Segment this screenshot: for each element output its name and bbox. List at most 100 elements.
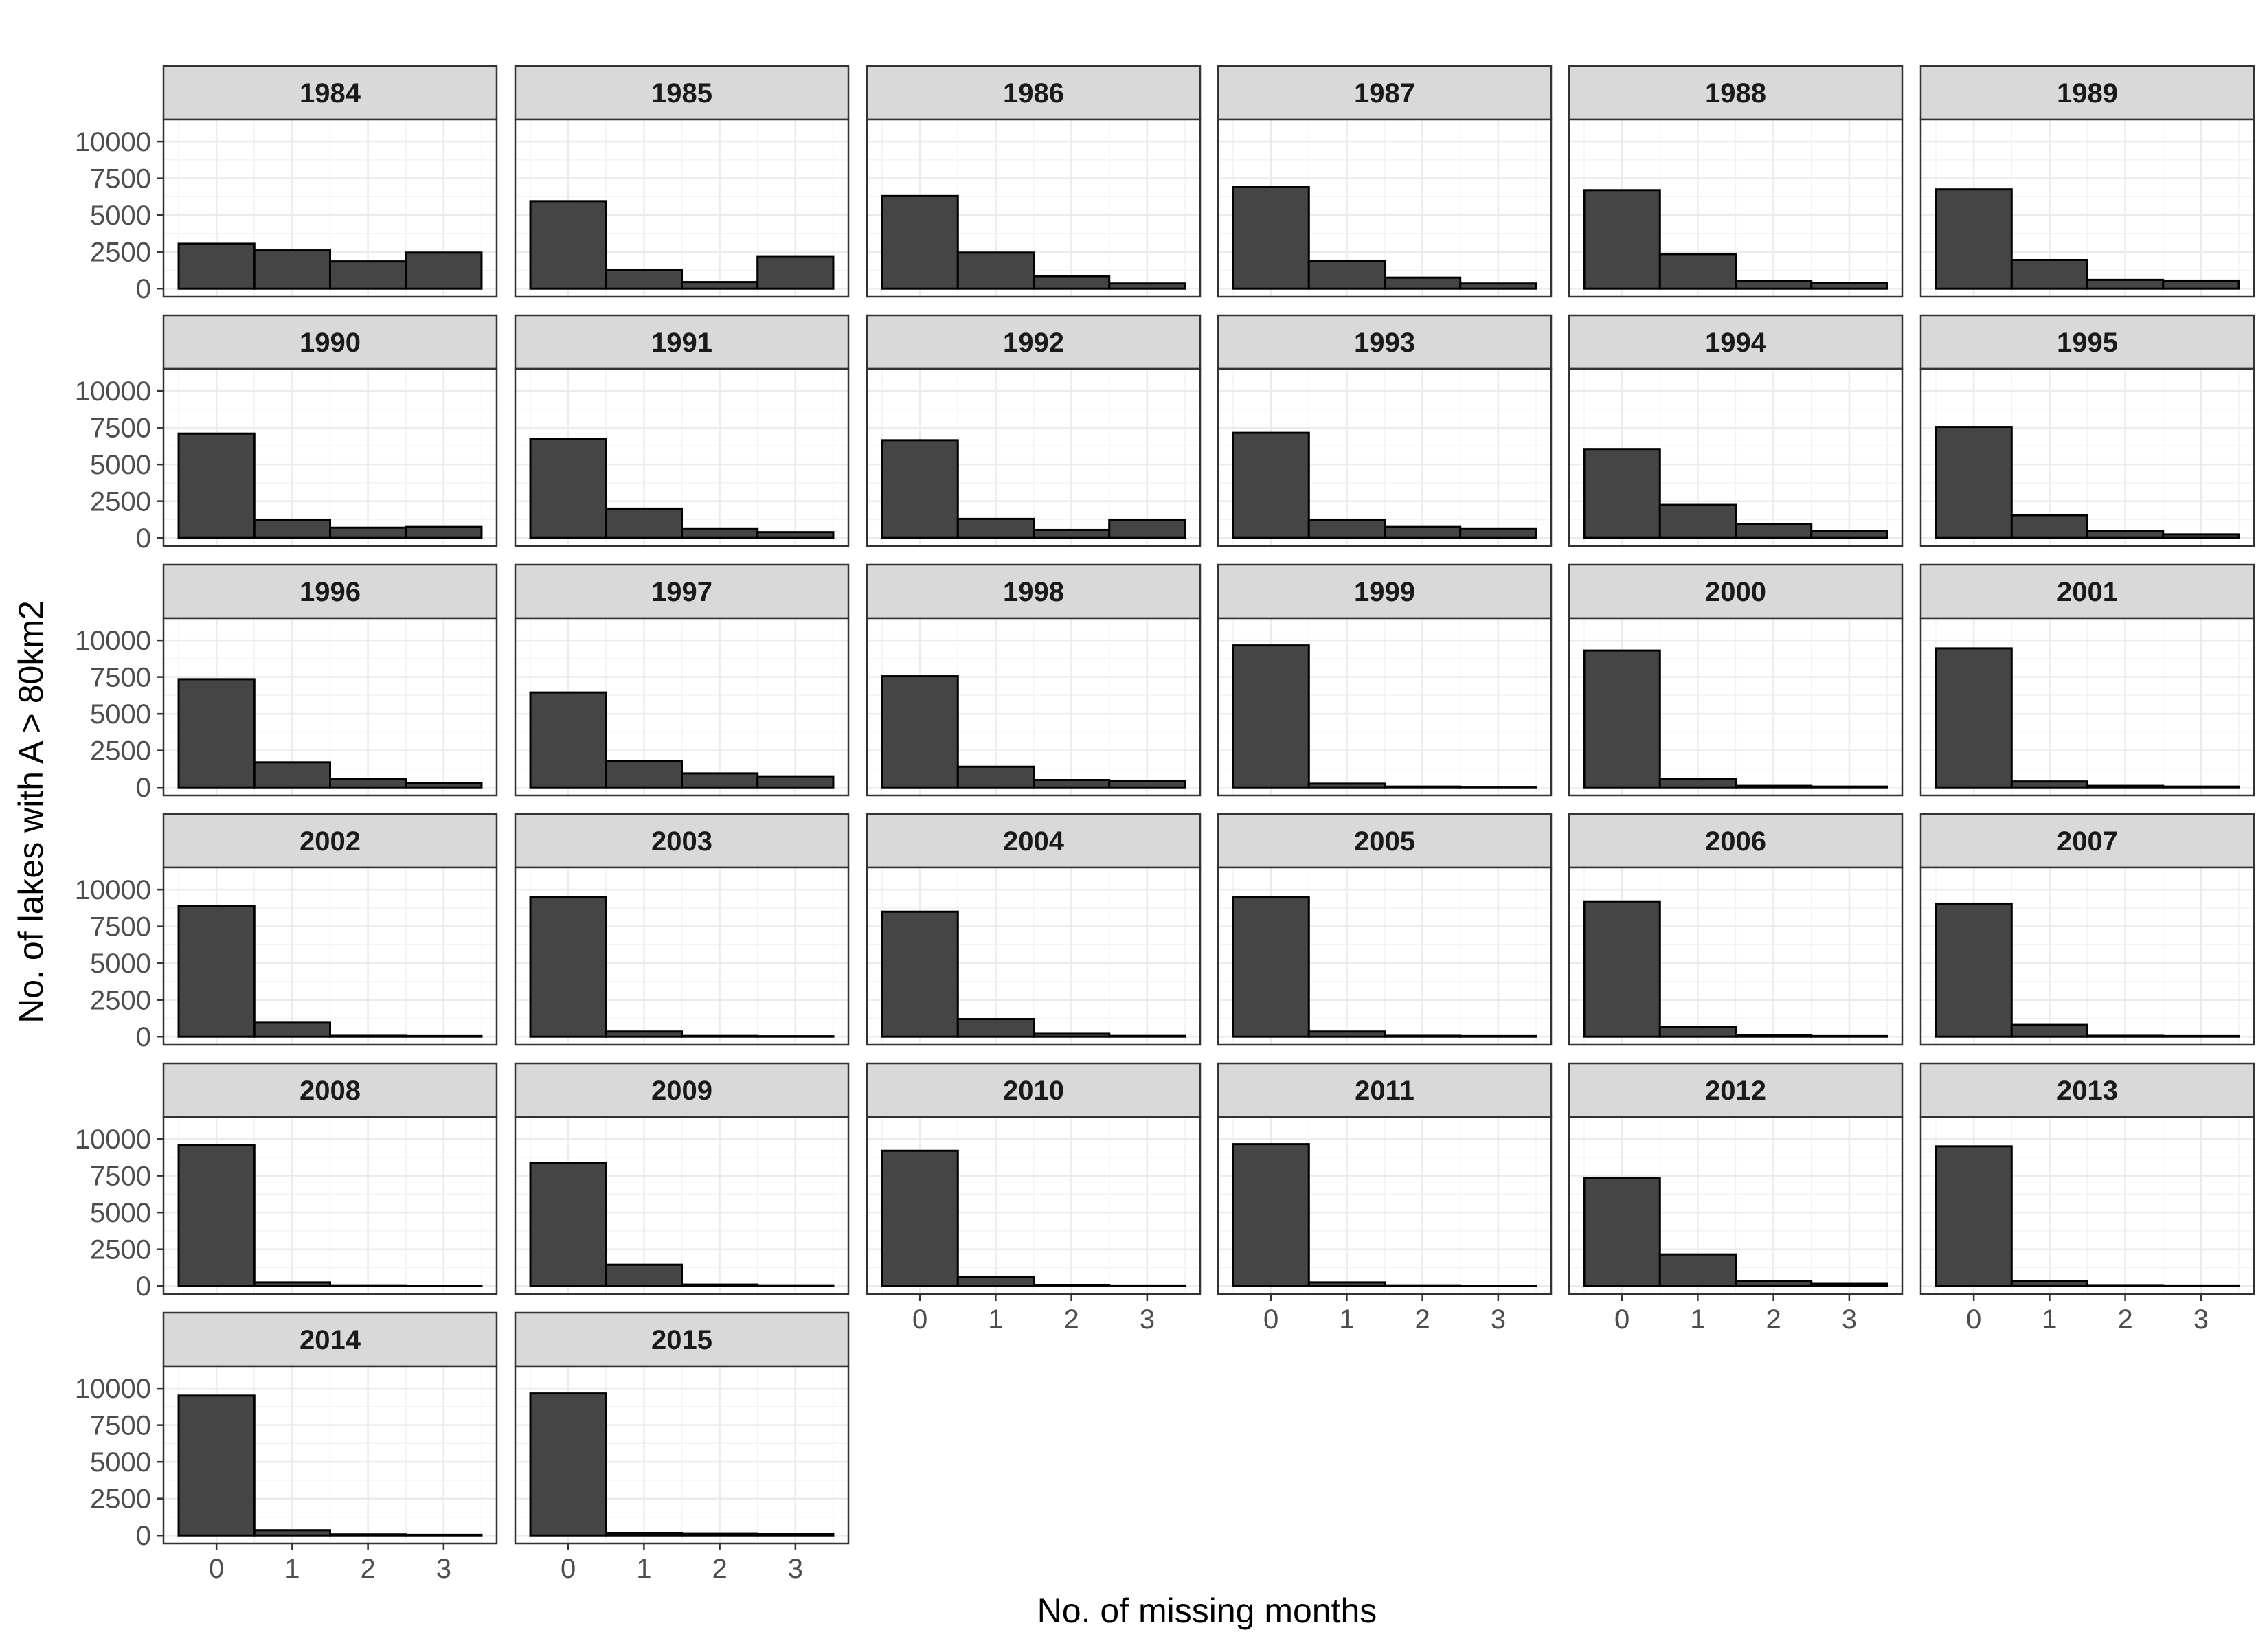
facet-strip-label: 1999 (1354, 577, 1415, 607)
y-tick-label: 10000 (75, 127, 151, 157)
bar-1988-3 (1810, 282, 1888, 290)
bar-1993-0 (1232, 431, 1310, 539)
bar-2004-2 (1033, 1032, 1111, 1038)
facet-strip-label: 1995 (2057, 328, 2118, 358)
bar-1984-1 (253, 249, 332, 290)
bar-2011-2 (1384, 1284, 1462, 1287)
panel-border (1568, 367, 1904, 547)
bar-1994-3 (1810, 530, 1888, 539)
bar-1991-0 (529, 438, 607, 539)
facet-strip-label: 2012 (1705, 1076, 1766, 1106)
bar-1994-0 (1583, 448, 1661, 539)
bar-1986-1 (956, 251, 1035, 290)
x-tick-label: 0 (1263, 1304, 1278, 1335)
x-tick-label: 1 (1339, 1304, 1354, 1335)
bar-2006-1 (1658, 1026, 1737, 1038)
y-tick-label: 2500 (90, 238, 151, 268)
facet-panel-2007: 2007 (1919, 813, 2255, 1046)
bar-2002-3 (405, 1034, 483, 1038)
facet-strip-label: 1990 (300, 328, 361, 358)
bar-2000-0 (1583, 649, 1661, 789)
facet-panel-1995: 1995 (1919, 314, 2255, 547)
panel-border (1217, 617, 1553, 797)
facet-panel-2009: 2009 (514, 1062, 850, 1295)
facet-strip (162, 1311, 498, 1368)
panel-border (1919, 1116, 2255, 1295)
bar-2015-1 (605, 1532, 683, 1537)
bar-2006-3 (1810, 1034, 1888, 1038)
facet-strip (514, 65, 850, 121)
bar-1998-3 (1108, 780, 1186, 789)
bar-1987-1 (1307, 260, 1386, 290)
panel-border (1217, 1116, 1553, 1295)
facet-panel-1996: 1996 0 2500 5000 7500 10000 (75, 563, 498, 803)
y-tick-label: 2500 (90, 736, 151, 767)
panel-border (514, 1365, 850, 1545)
y-tick-label: 7500 (90, 414, 151, 444)
facet-strip (514, 1062, 850, 1118)
bar-2007-0 (1935, 902, 2013, 1038)
panel-border (1217, 118, 1553, 298)
panel-border (162, 1365, 498, 1545)
facet-panel-2015: 2015 0 1 2 3 (514, 1311, 850, 1584)
x-tick-label: 0 (1614, 1304, 1629, 1335)
y-tick-label: 5000 (90, 1198, 151, 1228)
bar-1999-1 (1307, 782, 1386, 789)
facet-strip (514, 813, 850, 869)
bar-2003-0 (529, 896, 607, 1038)
bar-2004-3 (1108, 1034, 1186, 1038)
facet-strip (1217, 314, 1553, 370)
bar-2014-1 (253, 1529, 332, 1537)
bar-1991-1 (605, 507, 683, 539)
facet-strip (1568, 563, 1904, 620)
bar-2000-1 (1658, 778, 1737, 789)
panel-border (162, 1116, 498, 1295)
bar-1996-3 (405, 782, 483, 789)
facet-panel-1985: 1985 (514, 65, 850, 298)
y-tick-label: 0 (136, 773, 151, 803)
bar-2005-3 (1459, 1034, 1537, 1038)
x-tick-label: 3 (788, 1554, 803, 1584)
y-tick-label: 0 (136, 274, 151, 304)
facet-panel-1990: 1990 0 2500 5000 7500 10000 (75, 314, 498, 554)
bar-2003-2 (681, 1034, 759, 1038)
bar-1984-0 (177, 242, 256, 290)
bar-1995-3 (2162, 533, 2240, 539)
facet-strip-label: 1996 (300, 577, 361, 607)
y-axis-title: No. of lakes with A > 80km2 (12, 600, 50, 1023)
facet-strip-label: 2015 (651, 1325, 712, 1355)
y-tick-label: 2500 (90, 1484, 151, 1515)
bar-2009-2 (681, 1283, 759, 1287)
facet-panel-2002: 2002 0 2500 5000 7500 10000 (75, 813, 498, 1052)
facet-strip-label: 2010 (1003, 1076, 1064, 1106)
bar-1990-0 (177, 432, 256, 539)
bar-2002-1 (253, 1021, 332, 1038)
x-tick-label: 1 (284, 1554, 300, 1584)
bar-1994-2 (1735, 523, 1813, 539)
facet-strip (162, 563, 498, 620)
y-tick-label: 10000 (75, 875, 151, 905)
panel-border (514, 1116, 850, 1295)
facet-panel-1993: 1993 (1217, 314, 1553, 547)
x-tick-label: 2 (1766, 1304, 1781, 1335)
facet-strip (866, 65, 1202, 121)
facet-strip-label: 2005 (1354, 826, 1415, 857)
facet-strip-label: 1994 (1705, 328, 1767, 358)
y-tick-label: 7500 (90, 1411, 151, 1441)
bar-1988-1 (1658, 253, 1737, 290)
bar-2008-1 (253, 1281, 332, 1287)
bar-1999-0 (1232, 644, 1310, 789)
bar-1992-0 (881, 439, 959, 539)
x-tick-label: 3 (1491, 1304, 1506, 1335)
panel-border (162, 367, 498, 547)
bar-1991-3 (756, 531, 835, 539)
facet-strip-label: 1998 (1003, 577, 1064, 607)
bar-1992-1 (956, 517, 1035, 539)
facet-strip-label: 2013 (2057, 1076, 2118, 1106)
bar-2008-0 (177, 1144, 256, 1287)
facet-strip (1919, 813, 2255, 869)
facet-strip (1919, 1062, 2255, 1118)
facet-panel-2014: 2014 0 2500 5000 7500 10000 0 1 2 3 (75, 1311, 498, 1584)
panel-border (1217, 866, 1553, 1046)
